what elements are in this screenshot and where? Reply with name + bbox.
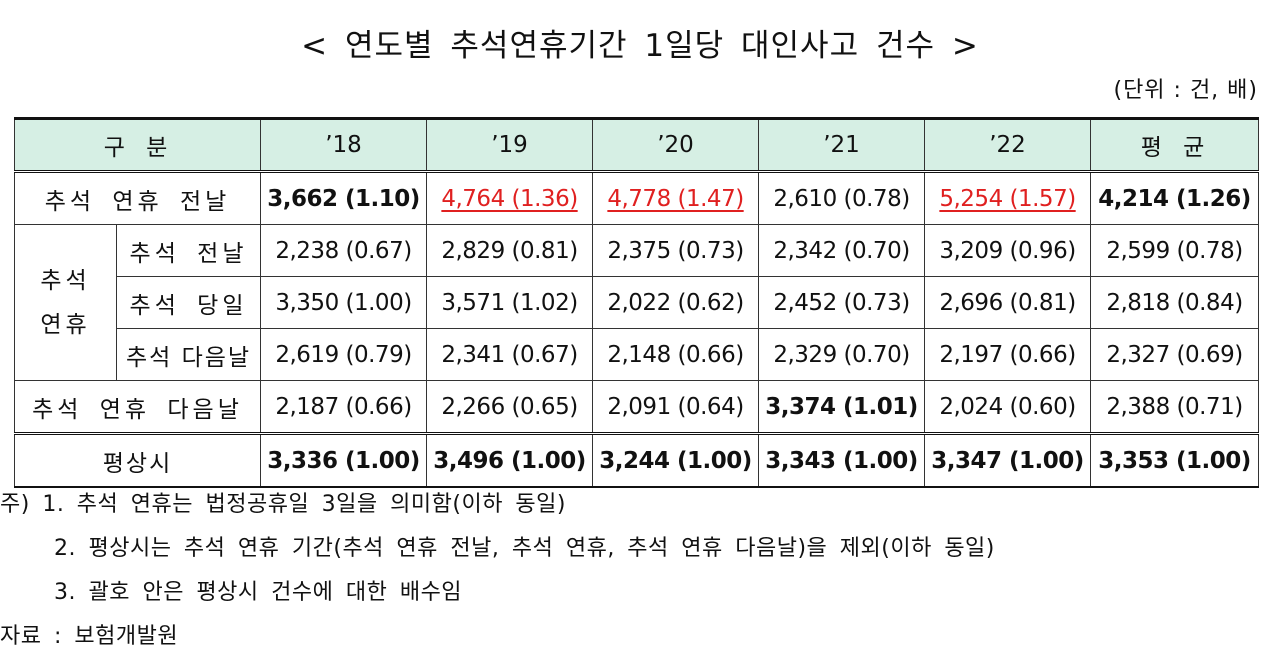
- table-cell: 3,244 (1.00): [592, 432, 760, 488]
- table-cell: 2,599 (0.78): [1090, 224, 1260, 277]
- header-row: 구 분 ’18 ’19 ’20 ’21 ’22 평 균: [13, 117, 1260, 173]
- table-cell: 2,375 (0.73): [592, 224, 760, 277]
- footnote-2: 2. 평상시는 추석 연휴 기간(추석 연휴 전날, 추석 연휴, 추석 연휴 …: [54, 536, 995, 561]
- header-year-21: ’21: [758, 117, 926, 173]
- table-cell: 2,024 (0.60): [924, 380, 1092, 434]
- table-cell: 2,329 (0.70): [758, 328, 926, 381]
- header-year-18: ’18: [260, 117, 428, 173]
- table-cell: 3,343 (1.00): [758, 432, 926, 488]
- table-row-chuseok-eve: 추석 연휴 추석 전날 2,238 (0.67) 2,829 (0.81) 2,…: [14, 224, 1260, 381]
- table-row-before-holiday: 추석 연휴 전날 3,662 (1.10) 4,764 (1.36) 4,778…: [13, 171, 1260, 225]
- table-cell: 2,327 (0.69): [1090, 328, 1260, 381]
- footnote-1: 주) 1. 추석 연휴는 법정공휴일 3일을 의미함(이하 동일): [0, 492, 566, 517]
- table-cell: 3,353 (1.00): [1090, 432, 1260, 488]
- table-cell: 2,091 (0.64): [592, 380, 760, 434]
- table-cell: 2,022 (0.62): [592, 276, 760, 329]
- table-cell: 2,619 (0.79): [260, 328, 428, 381]
- table-cell: 3,209 (0.96): [924, 224, 1092, 277]
- unit-label: (단위 : 건, 배): [1113, 78, 1258, 103]
- table-row-normal: 평상시 3,336 (1.00) 3,496 (1.00) 3,244 (1.0…: [13, 432, 1260, 488]
- highlighted-cell: 4,778 (1.47): [607, 185, 744, 212]
- row-label: 추석 당일: [115, 276, 262, 329]
- table-cell: 3,350 (1.00): [260, 276, 428, 329]
- table-row-chuseok-day: 추석 당일 3,350 (1.00) 3,571 (1.02) 2,022 (0…: [15, 276, 1260, 329]
- footnotes: 주) 1. 추석 연휴는 법정공휴일 3일을 의미함(이하 동일) 2. 평상시…: [0, 483, 995, 659]
- table-cell: 2,341 (0.67): [426, 328, 594, 381]
- row-label: 추석 연휴 다음날: [13, 380, 262, 434]
- table-cell: 2,197 (0.66): [924, 328, 1092, 381]
- table-cell: 2,187 (0.66): [260, 380, 428, 434]
- table-cell: 3,374 (1.01): [758, 380, 926, 434]
- group-label-line1: 추석: [40, 267, 91, 294]
- highlighted-cell: 4,764 (1.36): [441, 185, 578, 212]
- table-cell: 2,696 (0.81): [924, 276, 1092, 329]
- row-label: 평상시: [13, 432, 262, 488]
- table-cell: 3,496 (1.00): [426, 432, 594, 488]
- table-cell: 4,214 (1.26): [1090, 171, 1260, 225]
- footnote-3: 3. 괄호 안은 평상시 건수에 대한 배수임: [54, 580, 463, 605]
- header-year-20: ’20: [592, 117, 760, 173]
- header-year-19: ’19: [426, 117, 594, 173]
- header-category: 구 분: [13, 117, 262, 173]
- row-label: 추석 연휴 전날: [13, 171, 262, 225]
- row-label: 추석 다음날: [115, 328, 262, 381]
- table-cell: 3,571 (1.02): [426, 276, 594, 329]
- table-title: < 연도별 추석연휴기간 1일당 대인사고 건수 >: [301, 28, 979, 64]
- accident-table: 구 분 ’18 ’19 ’20 ’21 ’22 평 균 추석 연휴 전날 3,6…: [13, 117, 1260, 488]
- header-year-22: ’22: [924, 117, 1092, 173]
- table-cell: 2,610 (0.78): [758, 171, 926, 225]
- table-cell: 2,266 (0.65): [426, 380, 594, 434]
- row-label: 추석 전날: [115, 224, 262, 277]
- table-cell: 2,148 (0.66): [592, 328, 760, 381]
- group-label-line2: 연휴: [40, 311, 91, 338]
- source-note: 자료 : 보험개발원: [0, 624, 179, 649]
- table-cell: 2,818 (0.84): [1090, 276, 1260, 329]
- table-cell: 3,336 (1.00): [260, 432, 428, 488]
- header-average: 평 균: [1090, 117, 1260, 173]
- table-cell: 2,829 (0.81): [426, 224, 594, 277]
- table-row-chuseok-next: 추석 다음날 2,619 (0.79) 2,341 (0.67) 2,148 (…: [15, 328, 1260, 381]
- table-cell: 2,388 (0.71): [1090, 380, 1260, 434]
- group-label-holiday: 추석 연휴: [14, 224, 117, 381]
- table-cell: 3,347 (1.00): [924, 432, 1092, 488]
- highlighted-cell: 5,254 (1.57): [939, 185, 1076, 212]
- table-cell: 2,452 (0.73): [758, 276, 926, 329]
- table-cell: 2,342 (0.70): [758, 224, 926, 277]
- table-row-after-holiday: 추석 연휴 다음날 2,187 (0.66) 2,266 (0.65) 2,09…: [13, 380, 1260, 434]
- table-cell: 3,662 (1.10): [260, 171, 428, 225]
- table-cell: 2,238 (0.67): [260, 224, 428, 277]
